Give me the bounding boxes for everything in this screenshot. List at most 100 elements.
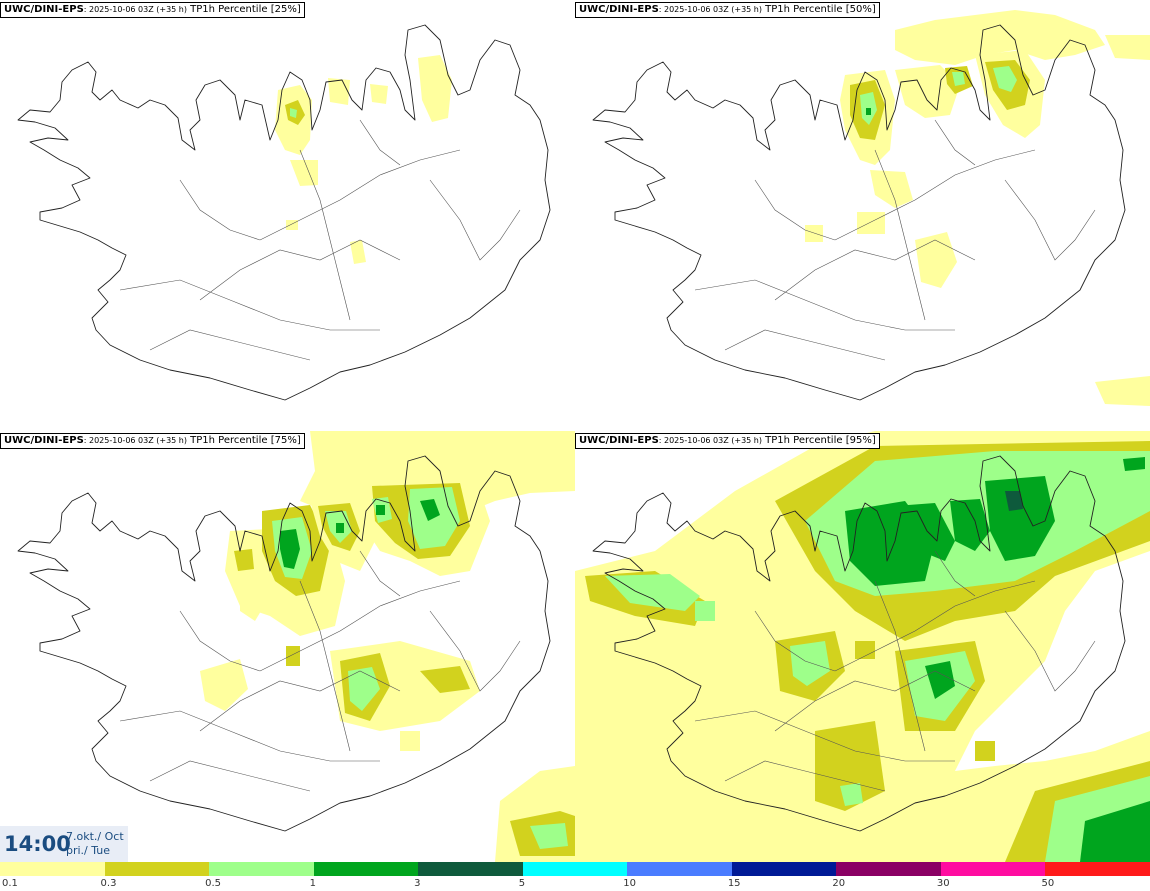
- field-label: TP1h Percentile [50%]: [761, 4, 876, 15]
- precip-area: [790, 641, 830, 686]
- run-time: : 2025-10-06 03Z (+35 h): [83, 5, 187, 14]
- precip-area: [290, 108, 297, 118]
- precip-area: [1080, 801, 1150, 862]
- road-line: [299, 149, 351, 321]
- precip-area: [950, 499, 990, 551]
- legend-swatch: [209, 862, 315, 876]
- precip-area: [290, 160, 318, 186]
- road-line: [119, 710, 380, 762]
- road-network: [119, 550, 521, 792]
- legend-tick-label: 0.1: [2, 878, 18, 889]
- precip-area: [815, 721, 885, 811]
- panel-title: UWC/DINI-EPS: 2025-10-06 03Z (+35 h) TP1…: [0, 433, 305, 449]
- precip-area: [866, 108, 871, 115]
- road-line: [834, 149, 1036, 241]
- precip-area: [234, 549, 254, 571]
- field-label: TP1h Percentile [25%]: [186, 4, 301, 15]
- road-line: [754, 179, 836, 241]
- precip-area: [376, 505, 385, 515]
- legend-tick-label: 50: [1041, 878, 1055, 889]
- precip-map-p95: [575, 431, 1150, 862]
- legend-swatch: [313, 862, 419, 876]
- precip-area: [925, 661, 955, 699]
- legend-swatch: [627, 862, 733, 876]
- road-line: [874, 149, 926, 321]
- precip-area: [280, 529, 300, 569]
- iceland-coastline: [17, 24, 551, 401]
- precip-area: [1095, 376, 1150, 406]
- precip-map-p25: [17, 24, 551, 401]
- legend-swatch: [522, 862, 628, 876]
- legend-swatch: [1045, 862, 1150, 876]
- map-panel-p50: UWC/DINI-EPS: 2025-10-06 03Z (+35 h) TP1…: [575, 0, 1150, 431]
- precip-area: [895, 65, 960, 118]
- run-time: : 2025-10-06 03Z (+35 h): [83, 436, 187, 445]
- road-line: [1004, 610, 1096, 692]
- precip-area: [420, 666, 470, 693]
- precip-area: [1105, 35, 1150, 60]
- valid-date-line2: þri./ Tue: [66, 844, 111, 857]
- road-line: [724, 329, 886, 361]
- legend-tick-label: 3: [414, 878, 421, 889]
- precip-area: [286, 646, 300, 666]
- precip-area: [1005, 491, 1023, 511]
- field-label: TP1h Percentile [75%]: [186, 435, 301, 446]
- legend-tick-label: 5: [518, 878, 526, 889]
- model-source: UWC/DINI-EPS: [4, 435, 84, 446]
- legend-tick-label: 0.3: [100, 878, 117, 889]
- precip-area: [286, 220, 298, 230]
- valid-date-line1: 7.okt./ Oct: [66, 830, 124, 843]
- precip-area: [418, 55, 452, 122]
- precip-area: [952, 72, 965, 86]
- precip-contours: [805, 10, 1150, 406]
- road-line: [429, 179, 521, 261]
- field-label: TP1h Percentile [95%]: [761, 435, 876, 446]
- road-line: [694, 279, 955, 331]
- panel-title: UWC/DINI-EPS: 2025-10-06 03Z (+35 h) TP1…: [575, 2, 880, 18]
- valid-time-box: 14:00 7.okt./ Oct þri./ Tue: [0, 826, 128, 862]
- road-line: [119, 279, 380, 331]
- road-line: [429, 610, 521, 692]
- valid-time: 14:00: [4, 832, 71, 856]
- legend-swatch: [731, 862, 837, 876]
- road-line: [299, 580, 351, 752]
- road-network: [119, 119, 521, 361]
- precip-area: [695, 601, 715, 621]
- precip-area: [857, 212, 885, 234]
- panel-title: UWC/DINI-EPS: 2025-10-06 03Z (+35 h) TP1…: [0, 2, 305, 18]
- road-line: [179, 179, 261, 241]
- precip-area: [530, 823, 568, 849]
- legend-swatch: [940, 862, 1046, 876]
- road-line: [834, 580, 1036, 672]
- precip-contours: [575, 431, 1150, 862]
- precip-area: [420, 499, 440, 521]
- legend-tick-label: 20: [832, 878, 846, 889]
- precip-area: [993, 66, 1017, 92]
- legend-tick-label: 30: [936, 878, 950, 889]
- precip-map-p50: [592, 10, 1150, 406]
- precip-contours: [275, 55, 452, 264]
- legend-tick-label: 0.5: [205, 878, 221, 889]
- precip-area: [855, 641, 875, 659]
- road-line: [149, 329, 311, 361]
- precip-contours: [200, 431, 575, 862]
- iceland-coastline: [592, 24, 1126, 401]
- road-line: [694, 710, 955, 762]
- road-line: [934, 550, 976, 597]
- model-source: UWC/DINI-EPS: [579, 4, 659, 15]
- road-network: [694, 550, 1096, 792]
- model-source: UWC/DINI-EPS: [4, 4, 84, 15]
- precip-area: [336, 523, 344, 533]
- legend-swatch: [836, 862, 942, 876]
- precip-area: [400, 731, 420, 751]
- precip-area: [870, 170, 913, 208]
- iceland-coastline: [17, 455, 551, 832]
- iceland-coastline: [592, 455, 1126, 832]
- road-line: [259, 149, 461, 241]
- precip-area: [370, 84, 388, 104]
- precip-area: [805, 225, 823, 242]
- map-panel-p95: UWC/DINI-EPS: 2025-10-06 03Z (+35 h) TP1…: [575, 431, 1150, 862]
- panel-title: UWC/DINI-EPS: 2025-10-06 03Z (+35 h) TP1…: [575, 433, 880, 449]
- run-time: : 2025-10-06 03Z (+35 h): [658, 436, 762, 445]
- color-legend: 0.1 0.3 0.5 1 3 5 10 15 20 30 50: [0, 862, 1150, 891]
